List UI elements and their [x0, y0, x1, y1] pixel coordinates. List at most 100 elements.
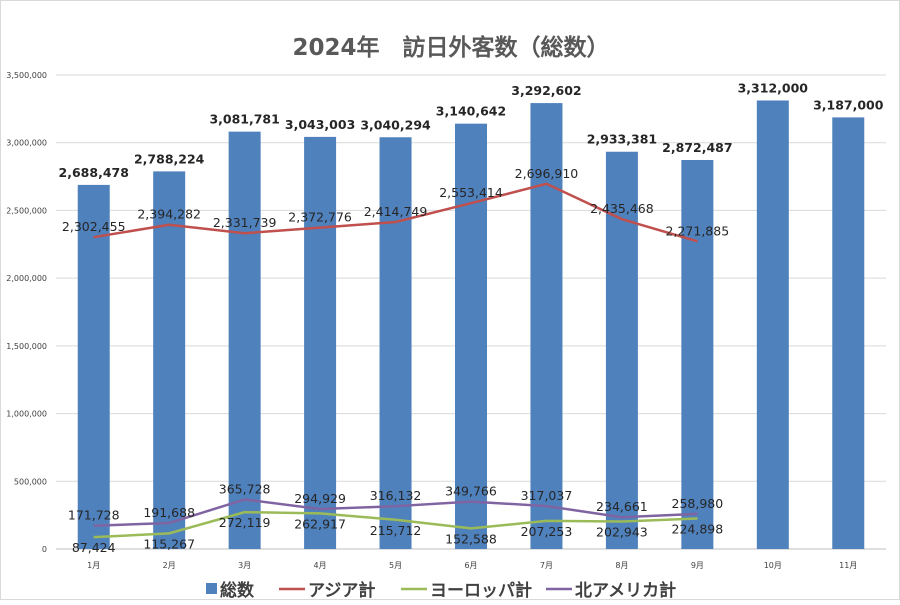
bar: [379, 137, 412, 549]
line-point: [545, 520, 547, 522]
line-point: [319, 227, 321, 229]
y-tick-label: 2,500,000: [6, 206, 47, 215]
x-tick-label: 1月: [87, 561, 100, 570]
bar: [228, 131, 261, 550]
line-data-label: 191,688: [143, 505, 195, 520]
x-tick-label: 7月: [540, 561, 553, 570]
legend-entry: ヨーロッパ計: [430, 580, 532, 601]
line-data-label: 262,917: [294, 516, 346, 531]
line-data-label: 171,728: [68, 508, 120, 523]
legend-swatch: [206, 583, 217, 594]
legend: 総数 アジア計 ヨーロッパ計 北アメリカ計: [206, 580, 676, 601]
axes: 0 500,000 1,000,000 1,500,000 2,000,000 2,500…: [6, 71, 857, 570]
line-data-label: 2,331,739: [213, 215, 277, 230]
bar: [832, 117, 865, 549]
line-data-label: 258,980: [672, 496, 724, 511]
line-data-label: 224,898: [672, 522, 724, 537]
line-data-label: 2,372,776: [288, 210, 352, 225]
bar-data-label: 2,872,487: [662, 140, 732, 155]
line-data-label: 2,271,885: [666, 223, 730, 238]
line-data-label: 2,435,468: [590, 201, 654, 216]
legend-entry: 総数: [220, 580, 255, 601]
line-data-label: 272,119: [219, 515, 271, 530]
line-data-label: 2,553,414: [439, 185, 503, 200]
line-point: [319, 508, 321, 510]
line-point: [545, 505, 547, 507]
bar: [77, 184, 110, 549]
bar: [756, 100, 789, 549]
data-labels: 2,688,478 2,788,224 3,081,781 3,043,003 3,04…: [59, 80, 884, 555]
y-tick-label: 1,000,000: [6, 410, 47, 419]
bar-data-label: 3,043,003: [285, 117, 355, 132]
line-point: [168, 224, 170, 226]
line-data-label: 202,943: [596, 525, 648, 540]
y-tick-label: 2,000,000: [6, 274, 47, 283]
line-data-label: 2,414,749: [364, 204, 428, 219]
line-point: [168, 522, 170, 524]
line-point: [621, 218, 623, 220]
line-point: [244, 232, 246, 234]
line-point: [470, 527, 472, 529]
x-tick-label: 4月: [314, 561, 327, 570]
bar-data-label: 3,140,642: [436, 104, 506, 119]
line-point: [319, 512, 321, 514]
bar: [455, 123, 487, 549]
line-point: [395, 221, 397, 223]
line-point: [93, 536, 95, 538]
y-tick-label: 1,500,000: [6, 342, 47, 351]
line-data-label: 316,132: [370, 488, 422, 503]
line-data-label: 2,696,910: [515, 166, 579, 181]
line-point: [395, 519, 397, 521]
chart-title: 2024年 訪日外客数（総数）: [292, 34, 609, 61]
bar: [530, 103, 563, 549]
y-tick-label: 3,500,000: [6, 71, 47, 80]
x-tick-label: 10月: [764, 561, 782, 570]
bar-data-label: 2,788,224: [134, 151, 205, 166]
x-tick-label: 2月: [163, 561, 176, 570]
line-point: [244, 511, 246, 513]
line-point: [395, 505, 397, 507]
bar-data-label: 2,688,478: [59, 165, 129, 180]
line-data-label: 115,267: [143, 536, 195, 551]
bar: [681, 159, 714, 549]
line-point: [696, 240, 698, 242]
line-point: [470, 202, 472, 204]
line-point: [621, 516, 623, 518]
line-point: [545, 183, 547, 185]
line-data-label: 2,394,282: [137, 207, 201, 222]
line-data-label: 215,712: [370, 523, 422, 538]
line-point: [696, 518, 698, 520]
bar-data-label: 2,933,381: [587, 132, 657, 147]
x-tick-label: 9月: [691, 561, 704, 570]
line-data-label: 349,766: [445, 484, 497, 499]
line-data-label: 87,424: [72, 540, 116, 555]
x-tick-label: 11月: [839, 561, 857, 570]
x-tick-label: 6月: [464, 561, 477, 570]
x-tick-label: 3月: [238, 561, 251, 570]
line-data-label: 294,929: [294, 491, 346, 506]
bar-data-label: 3,187,000: [813, 97, 884, 112]
bar-data-label: 3,312,000: [738, 80, 809, 95]
line-point: [696, 513, 698, 515]
line-point: [168, 532, 170, 534]
line-point: [93, 525, 95, 527]
bar: [304, 136, 337, 550]
line-data-label: 152,588: [445, 531, 497, 546]
line-point: [93, 236, 95, 238]
line-point: [244, 498, 246, 500]
line-point: [470, 501, 472, 503]
legend-entry: アジア計: [308, 580, 375, 601]
lines: [93, 182, 698, 539]
y-tick-label: 3,000,000: [6, 139, 47, 148]
line-point: [621, 521, 623, 523]
line-data-label: 2,302,455: [62, 219, 126, 234]
y-tick-label: 0: [42, 545, 47, 554]
bar-data-label: 3,292,602: [511, 83, 581, 98]
line-data-label: 365,728: [219, 481, 271, 496]
bar-data-label: 3,040,294: [360, 117, 431, 132]
x-tick-label: 8月: [615, 561, 628, 570]
bar-data-label: 3,081,781: [209, 112, 279, 127]
legend-entry: 北アメリカ計: [575, 580, 676, 601]
